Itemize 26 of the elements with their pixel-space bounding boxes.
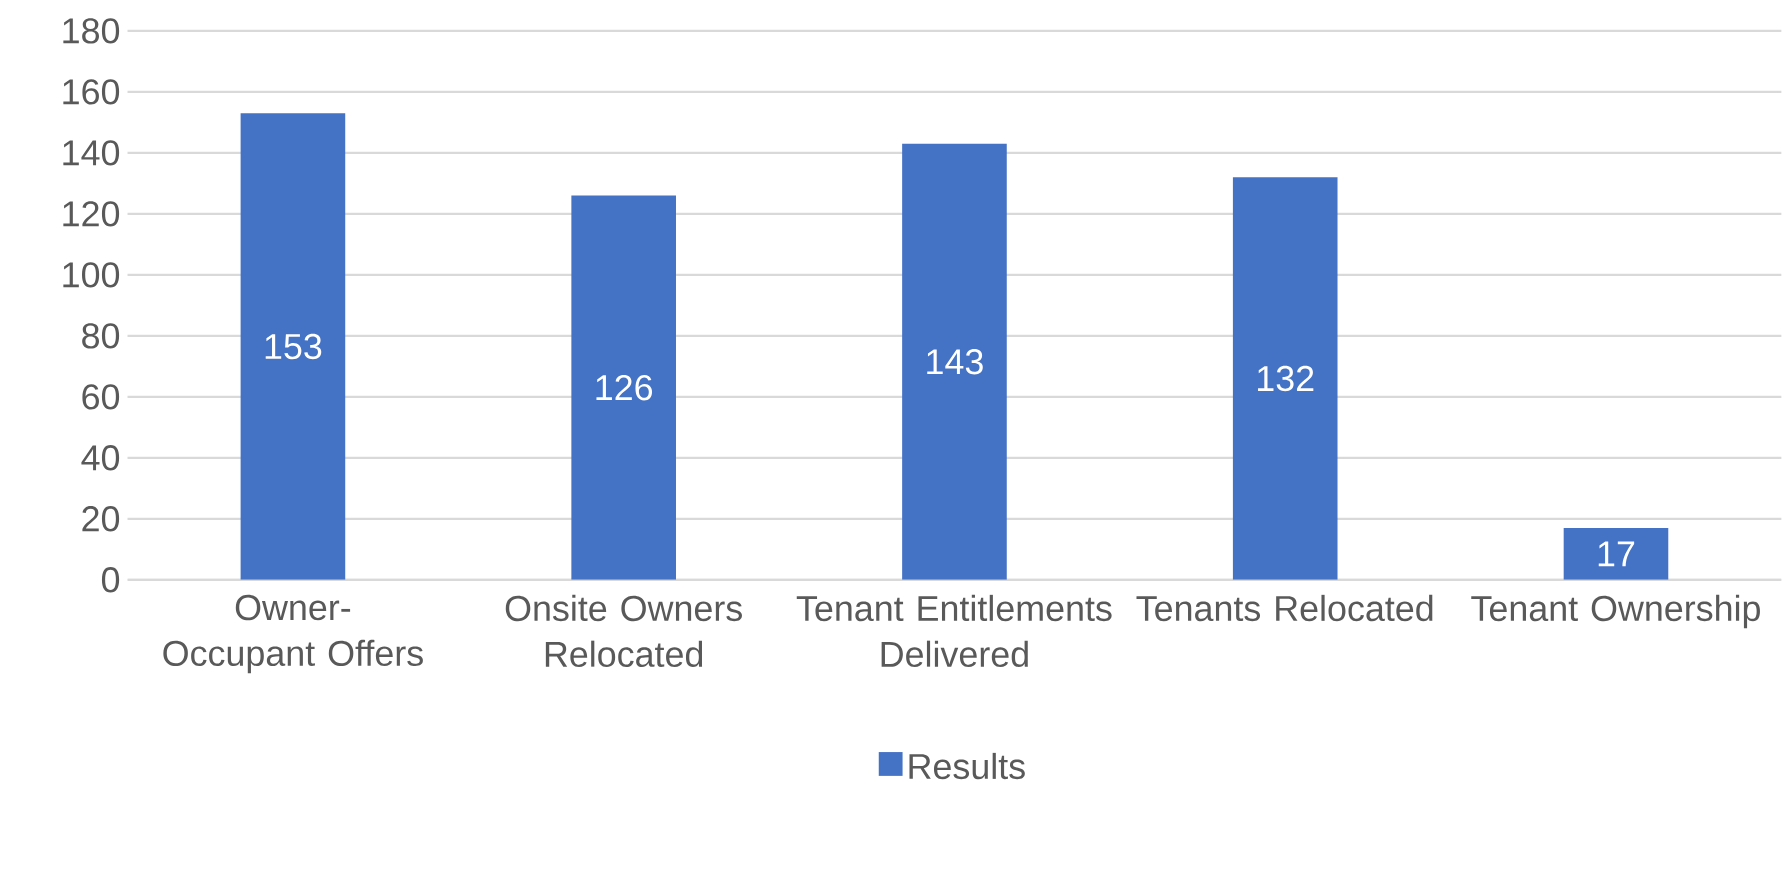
data-label: 153 bbox=[265, 333, 322, 360]
x-tick-label: Tenant Ownership bbox=[1471, 594, 1760, 629]
x-tick-label: Tenant Entitlements Delivered bbox=[796, 594, 1112, 668]
data-label: 143 bbox=[927, 349, 983, 375]
bar bbox=[1232, 177, 1338, 580]
bar bbox=[240, 113, 346, 580]
bar bbox=[902, 143, 1007, 580]
y-tick-label: 60 bbox=[82, 384, 120, 410]
y-tick-label: 120 bbox=[63, 201, 120, 227]
y-tick-label: 80 bbox=[82, 323, 120, 349]
bar bbox=[571, 195, 676, 580]
legend-label: Results bbox=[909, 753, 1025, 780]
data-label: 17 bbox=[1598, 541, 1635, 567]
x-tick-label: Owner-Occupant Offers bbox=[163, 594, 423, 674]
y-tick-label: 180 bbox=[63, 18, 120, 44]
y-tick-label: 40 bbox=[81, 445, 120, 471]
x-tick-label: Onsite Owners Relocated bbox=[505, 594, 742, 668]
data-label: 126 bbox=[596, 375, 653, 401]
x-tick-label: Tenants Relocated bbox=[1136, 594, 1433, 622]
data-label: 132 bbox=[1258, 365, 1314, 392]
y-tick-label: 100 bbox=[63, 262, 120, 288]
y-tick-label: 160 bbox=[63, 79, 120, 105]
y-tick-label: 0 bbox=[101, 567, 120, 593]
y-tick-label: 20 bbox=[82, 506, 120, 532]
bar bbox=[1563, 528, 1669, 580]
y-tick-label: 140 bbox=[63, 140, 120, 166]
